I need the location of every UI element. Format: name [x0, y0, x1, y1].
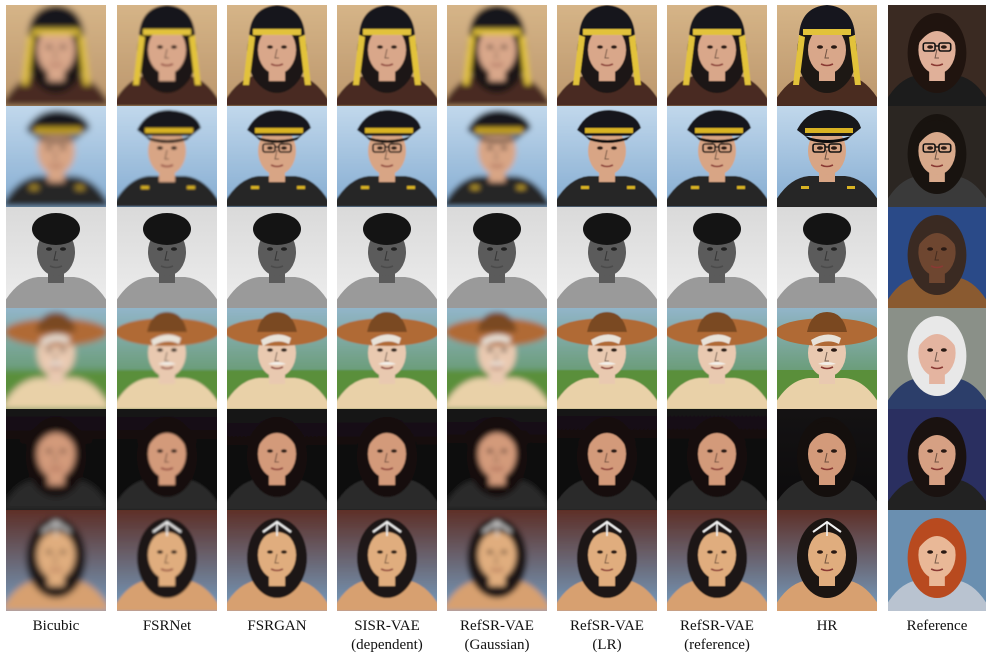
- face-image-r5-fsrnet: [117, 409, 217, 510]
- face-image-r4-fsrgan: [227, 308, 327, 409]
- face-image-r3-lr: [557, 207, 657, 308]
- face-image-r1-lr: [557, 5, 657, 106]
- column-title: FSRNet: [142, 618, 192, 634]
- column-title: RefSR-VAE: [680, 618, 754, 634]
- face-image-r3-fsrnet: [117, 207, 217, 308]
- column-title: Reference: [906, 618, 968, 634]
- face-image-r4-reference: [667, 308, 767, 409]
- face-image-r3-sisr: [337, 207, 437, 308]
- face-image-r5-bicubic: [6, 409, 106, 510]
- column-title: Bicubic: [32, 618, 80, 634]
- face-image-r4-sisr: [337, 308, 437, 409]
- face-image-r3-refimg: [888, 207, 986, 308]
- face-image-r2-fsrgan: [227, 106, 327, 207]
- column-label-sisr: SISR-VAE (dependent): [333, 617, 441, 655]
- face-image-r6-hr: [777, 510, 877, 611]
- face-image-r2-gaussian: [447, 106, 547, 207]
- face-image-r6-bicubic: [6, 510, 106, 611]
- column-title: HR: [816, 618, 838, 634]
- face-image-r5-hr: [777, 409, 877, 510]
- face-image-r6-sisr: [337, 510, 437, 611]
- face-image-r6-fsrnet: [117, 510, 217, 611]
- face-image-r6-reference: [667, 510, 767, 611]
- column-title: FSRGAN: [247, 618, 307, 634]
- face-image-r2-fsrnet: [117, 106, 217, 207]
- face-image-r5-reference: [667, 409, 767, 510]
- face-image-r1-fsrnet: [117, 5, 217, 106]
- column-subtitle: (Gaussian): [464, 637, 530, 653]
- face-image-r2-bicubic: [6, 106, 106, 207]
- face-image-r6-lr: [557, 510, 657, 611]
- face-image-r6-refimg: [888, 510, 986, 611]
- face-image-r1-hr: [777, 5, 877, 106]
- face-image-r3-bicubic: [6, 207, 106, 308]
- column-label-reference: RefSR-VAE (reference): [663, 617, 771, 655]
- face-image-r3-hr: [777, 207, 877, 308]
- face-image-r1-fsrgan: [227, 5, 327, 106]
- face-image-r3-fsrgan: [227, 207, 327, 308]
- face-image-r4-lr: [557, 308, 657, 409]
- column-label-hr: HR: [773, 617, 881, 636]
- column-title: RefSR-VAE: [460, 618, 534, 634]
- face-image-r4-refimg: [888, 308, 986, 409]
- face-image-r5-refimg: [888, 409, 986, 510]
- column-label-gaussian: RefSR-VAE (Gaussian): [443, 617, 551, 655]
- face-image-r1-bicubic: [6, 5, 106, 106]
- face-image-r5-fsrgan: [227, 409, 327, 510]
- column-title: SISR-VAE: [354, 618, 420, 634]
- face-image-r5-sisr: [337, 409, 437, 510]
- column-label-fsrnet: FSRNet: [113, 617, 221, 636]
- column-subtitle: (dependent): [351, 637, 423, 653]
- column-subtitle: (LR): [592, 637, 622, 653]
- face-image-r4-fsrnet: [117, 308, 217, 409]
- face-image-r2-hr: [777, 106, 877, 207]
- face-image-r1-gaussian: [447, 5, 547, 106]
- face-image-r2-lr: [557, 106, 657, 207]
- column-label-fsrgan: FSRGAN: [223, 617, 331, 636]
- column-subtitle: (reference): [684, 637, 750, 653]
- face-image-r2-sisr: [337, 106, 437, 207]
- face-image-r2-refimg: [888, 106, 986, 207]
- face-image-r1-reference: [667, 5, 767, 106]
- column-label-bicubic: Bicubic: [2, 617, 110, 636]
- face-image-r6-gaussian: [447, 510, 547, 611]
- column-title: RefSR-VAE: [570, 618, 644, 634]
- face-image-r3-gaussian: [447, 207, 547, 308]
- column-label-lr: RefSR-VAE (LR): [553, 617, 661, 655]
- face-image-r2-reference: [667, 106, 767, 207]
- column-label-refimg: Reference: [884, 617, 990, 636]
- face-image-r1-refimg: [888, 5, 986, 106]
- face-image-r4-bicubic: [6, 308, 106, 409]
- face-image-r6-fsrgan: [227, 510, 327, 611]
- face-image-r1-sisr: [337, 5, 437, 106]
- face-image-r3-reference: [667, 207, 767, 308]
- face-image-r5-lr: [557, 409, 657, 510]
- face-image-r4-hr: [777, 308, 877, 409]
- face-image-r5-gaussian: [447, 409, 547, 510]
- face-image-r4-gaussian: [447, 308, 547, 409]
